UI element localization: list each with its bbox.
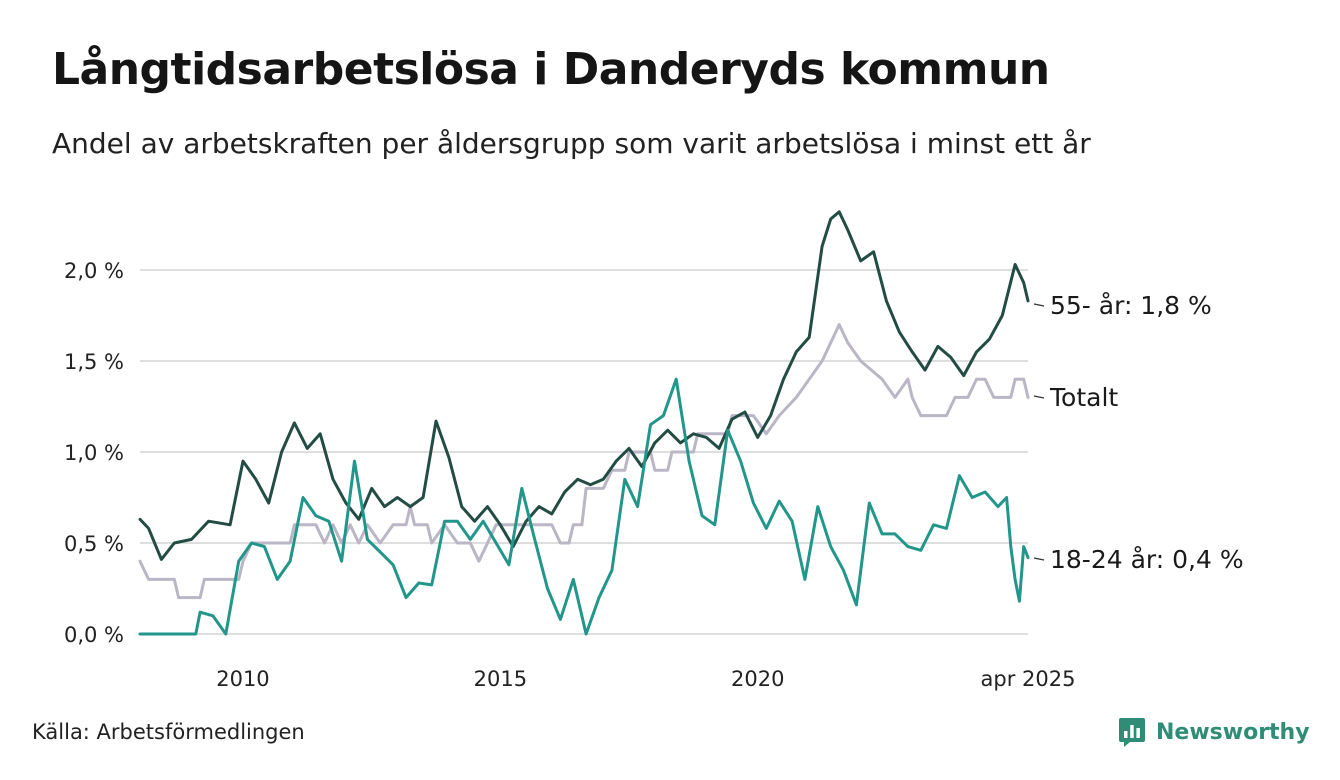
x-tick-label: 2010 bbox=[216, 667, 269, 691]
y-tick-label: 1,5 % bbox=[64, 350, 124, 374]
newsworthy-logo: Newsworthy bbox=[1118, 714, 1310, 750]
source-note: Källa: Arbetsförmedlingen bbox=[32, 720, 305, 744]
series-line-18-24-r bbox=[138, 377, 1030, 636]
y-tick-label: 0,5 % bbox=[64, 532, 124, 556]
y-tick-label: 0,0 % bbox=[64, 623, 124, 647]
line-chart: 0,0 % 0,5 % 1,0 % 1,5 % 2,0 % 2010 2015 2020 apr… bbox=[64, 210, 1244, 691]
series-end-label-totalt: Totalt bbox=[1049, 383, 1118, 412]
series-line-55-r bbox=[138, 210, 1030, 561]
y-tick-label: 1,0 % bbox=[64, 441, 124, 465]
bar-chart-logo-icon bbox=[1119, 718, 1145, 747]
label-leader-18-24-r bbox=[1033, 557, 1045, 561]
chart-title: Långtidsarbetslösa i Danderyds kommun bbox=[52, 44, 1050, 95]
brand-name: Newsworthy bbox=[1156, 719, 1310, 745]
y-tick-label: 2,0 % bbox=[64, 259, 124, 283]
label-leader-totalt bbox=[1033, 395, 1045, 399]
x-tick-label: 2020 bbox=[731, 667, 784, 691]
series-end-label-18-24-r: 18-24 år: 0,4 % bbox=[1050, 545, 1244, 574]
label-leader-55-r bbox=[1033, 303, 1045, 307]
chart-subtitle: Andel av arbetskraften per åldersgrupp s… bbox=[52, 127, 1091, 160]
x-tick-label: 2015 bbox=[474, 667, 527, 691]
series-line-totalt bbox=[138, 323, 1030, 600]
x-tick-label: apr 2025 bbox=[981, 667, 1076, 691]
series-end-label-55-r: 55- år: 1,8 % bbox=[1050, 291, 1212, 320]
